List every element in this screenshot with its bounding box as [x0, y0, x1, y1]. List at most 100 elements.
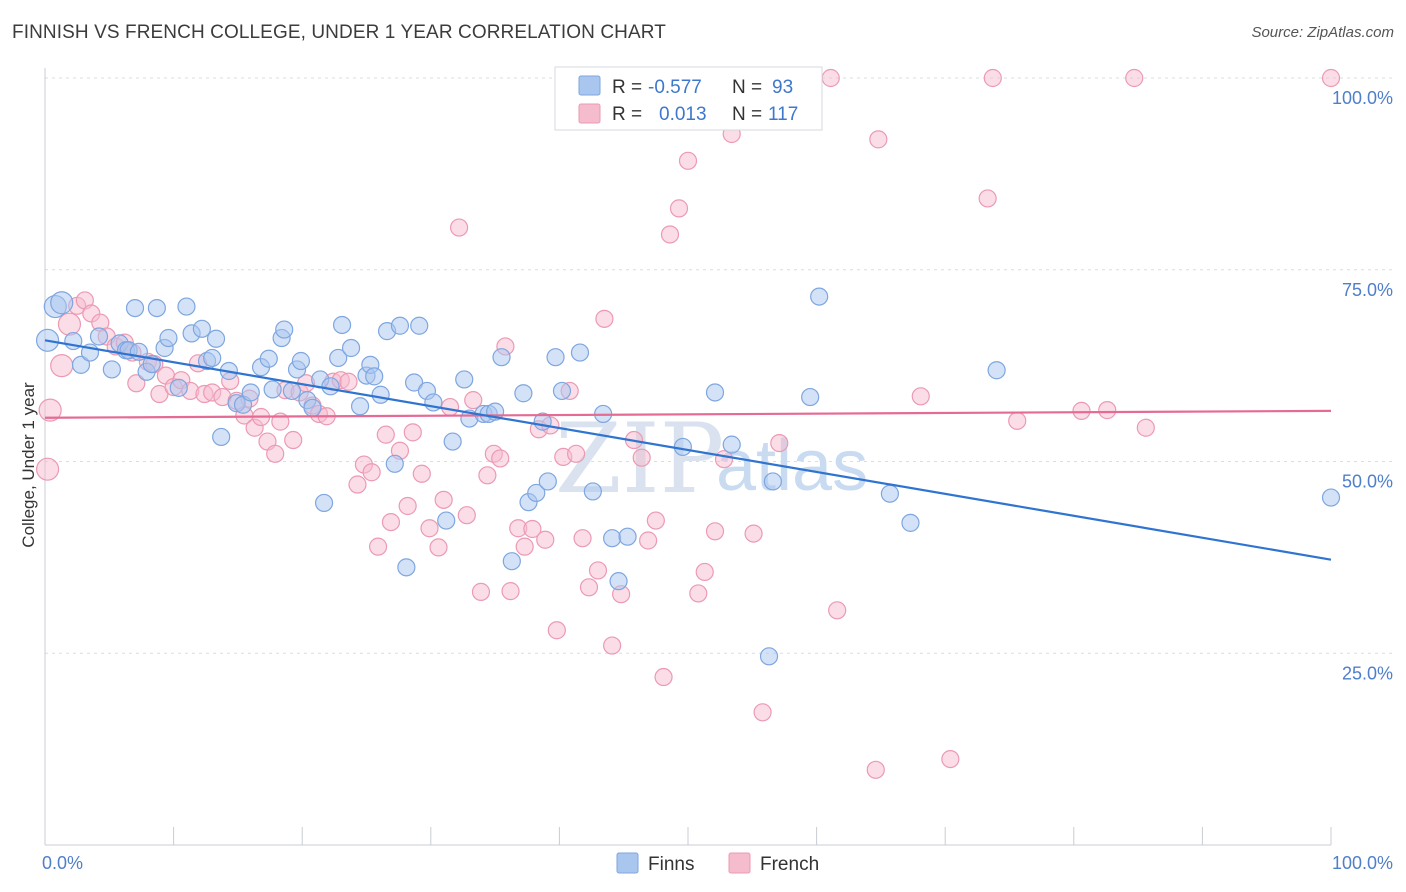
french-point [1072, 401, 1091, 420]
x-tick-label-max: 100.0% [1332, 853, 1393, 873]
french-point [266, 444, 285, 463]
french-point [911, 387, 930, 406]
finns-point [125, 299, 145, 318]
bottom-legend-finns-label: Finns [648, 854, 694, 875]
french-point [57, 312, 82, 336]
grid-lines [45, 77, 1392, 654]
french-point [660, 225, 680, 244]
legend-finns-n-value: 93 [772, 77, 793, 98]
french-point [547, 621, 566, 640]
finns-point [314, 493, 334, 513]
finns-point [385, 454, 404, 473]
french-point [567, 444, 586, 463]
french-point [398, 496, 417, 516]
finns-trend-line [44, 339, 1332, 561]
source-label: Source: ZipAtlas.com [1251, 24, 1394, 41]
french-point [603, 636, 622, 655]
y-tick-label: 75.0% [1342, 280, 1393, 300]
french-point [639, 531, 658, 550]
french-point [449, 218, 469, 237]
finns-point [169, 378, 188, 397]
french-point [478, 466, 497, 485]
french-point [770, 433, 789, 453]
y-tick-label: 50.0% [1342, 472, 1393, 492]
french-point [669, 199, 689, 218]
finns-point [901, 513, 920, 532]
finns-point [705, 383, 725, 402]
french-point [38, 398, 62, 422]
finns-point [1321, 488, 1341, 507]
finns-point [303, 398, 322, 417]
french-point [376, 425, 395, 444]
french-point [588, 561, 608, 580]
french-point [1321, 68, 1341, 88]
bottom-legend-finns-swatch [616, 852, 639, 874]
french-point [501, 582, 520, 601]
y-tick-label: 25.0% [1342, 663, 1393, 683]
french-point [284, 430, 303, 450]
french-point [536, 530, 555, 549]
french-point [941, 749, 960, 769]
french-point [368, 537, 388, 556]
x-tick-label-min: 0.0% [42, 853, 83, 873]
finns-point [50, 291, 74, 315]
finns-point [570, 343, 590, 362]
finns-point [673, 437, 692, 457]
french-point [869, 130, 888, 149]
finns-point [546, 348, 565, 367]
finns-point [583, 482, 602, 501]
finns-point [177, 297, 196, 316]
legend-finns-n-label: N = [732, 77, 762, 98]
finns-point [212, 427, 231, 447]
finns-point [329, 348, 348, 368]
french-point [440, 397, 460, 417]
french-point [50, 354, 74, 378]
finns-point [321, 377, 340, 396]
french-point [339, 372, 358, 391]
chart-title: FINNISH VS FRENCH COLLEGE, UNDER 1 YEAR … [12, 22, 666, 43]
french-point [821, 68, 840, 88]
finns-point [609, 572, 628, 591]
finns-point [492, 348, 511, 367]
finns-point [552, 381, 572, 401]
french-point [654, 667, 673, 687]
bottom-legend: Finns French [616, 852, 819, 875]
finns-point [365, 367, 384, 386]
finns-point [397, 558, 416, 577]
french-point [515, 537, 534, 556]
legend-finns-swatch [578, 75, 601, 96]
french-point [689, 584, 708, 603]
finns-point [282, 381, 302, 401]
finns-point [275, 320, 294, 339]
french-point [595, 309, 614, 328]
x-tick-labels: 0.0% 100.0% [42, 853, 1393, 873]
french-point [828, 601, 847, 620]
french-point [523, 519, 542, 539]
finns-point [206, 329, 226, 348]
finns-point [502, 552, 521, 571]
finns-point [443, 432, 462, 451]
legend-french-r-value: 0.013 [659, 104, 707, 125]
french-point [705, 522, 725, 541]
finns-point [102, 360, 121, 379]
finns-point [455, 370, 474, 389]
finns-point [763, 472, 782, 491]
french-point [866, 760, 885, 779]
finns-point [291, 351, 311, 371]
french-point [491, 449, 510, 468]
french-trend-line [44, 409, 1332, 419]
trend-lines [44, 339, 1332, 561]
finns-point [341, 338, 361, 358]
french-point [1125, 68, 1144, 88]
finns-point [192, 319, 211, 338]
finns-point [722, 435, 741, 454]
french-point [1136, 418, 1155, 437]
finns-point [810, 287, 829, 306]
finns-point [410, 316, 429, 335]
bottom-legend-french-label: French [760, 854, 819, 875]
finns-point [404, 373, 424, 392]
french-point [753, 703, 772, 722]
y-axis-label: College, Under 1 year [19, 382, 38, 548]
finns-point [880, 484, 900, 503]
finns-point [147, 299, 166, 318]
